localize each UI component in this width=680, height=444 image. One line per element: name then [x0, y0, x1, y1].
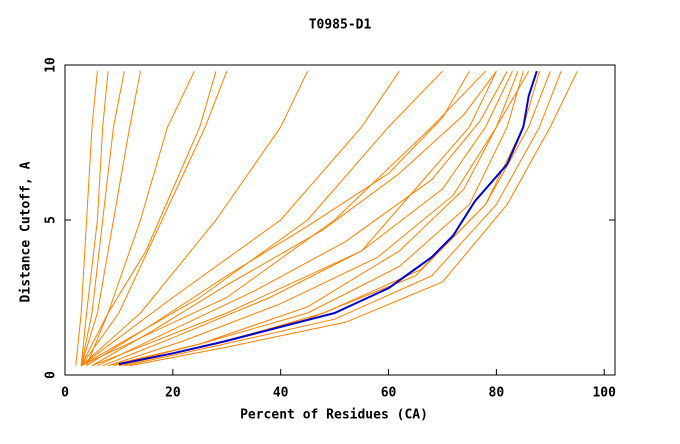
x-tick-label: 20 — [165, 386, 181, 401]
series-line — [86, 70, 470, 367]
plot-area — [75, 70, 578, 367]
chart-title: T0985-D1 — [309, 18, 372, 33]
series-line — [124, 71, 562, 367]
series-line — [91, 70, 497, 367]
x-tick-label: 0 — [61, 386, 69, 401]
series-line — [113, 71, 519, 367]
series-line — [118, 70, 538, 366]
x-tick-label: 80 — [489, 386, 505, 401]
y-tick-label: 5 — [44, 216, 59, 224]
y-tick-label: 0 — [44, 371, 59, 379]
series-line — [80, 70, 486, 367]
series-line — [80, 70, 443, 367]
series-line — [80, 71, 125, 366]
series-line — [107, 70, 530, 367]
series-line — [107, 71, 524, 367]
series-line — [86, 70, 195, 366]
series-line — [80, 71, 141, 366]
x-tick-label: 60 — [381, 386, 397, 401]
series-line — [80, 70, 309, 367]
x-tick-label: 40 — [273, 386, 289, 401]
x-axis-label: Percent of Residues (CA) — [240, 408, 428, 423]
series-line — [129, 70, 578, 367]
series-line — [97, 70, 508, 367]
series-line — [102, 70, 513, 367]
series-line — [118, 71, 551, 367]
series-line — [75, 71, 98, 366]
y-axis-label: Distance Cutoff, A — [19, 161, 34, 302]
series-line — [80, 71, 109, 366]
series-line — [91, 70, 497, 367]
series-line — [80, 70, 400, 367]
y-tick-label: 10 — [44, 57, 59, 73]
series-line — [80, 71, 228, 366]
x-tick-label: 100 — [592, 386, 616, 401]
series-line — [80, 71, 217, 366]
series-line — [118, 71, 540, 367]
plot-frame — [64, 64, 616, 376]
